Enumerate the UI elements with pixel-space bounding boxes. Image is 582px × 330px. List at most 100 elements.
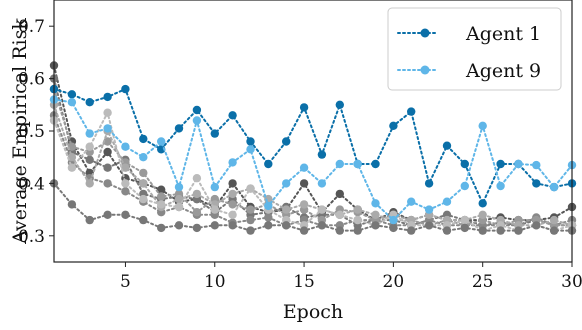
data-point-grey-8 [67,200,77,209]
data-point-agent-1 [228,111,237,120]
data-point-grey-7 [139,194,148,204]
data-point-grey-5 [139,168,148,178]
data-point-agent-1 [299,103,309,112]
data-point-grey-8 [103,210,112,219]
y-tick-label: 0.3 [18,227,45,247]
data-point-grey-8 [174,221,184,230]
x-tick-label: 25 [472,272,494,292]
data-point-grey-7 [192,174,202,183]
data-point-agent-9 [335,159,344,169]
data-point-grey-8 [549,226,559,235]
data-point-agent-9 [353,159,362,169]
data-point-grey-6 [371,210,380,219]
data-point-grey-8 [282,221,291,230]
data-point-grey-8 [139,215,148,225]
data-point-agent-9 [532,160,541,170]
x-tick-label: 15 [293,272,315,292]
data-point-agent-9 [210,182,219,192]
data-point-agent-9 [85,129,94,138]
legend-box [387,7,562,91]
data-point-grey-8 [157,223,166,233]
data-point-grey-4 [103,179,112,188]
data-point-agent-1 [246,137,255,146]
data-point-grey-6 [549,215,559,225]
data-point-grey-8 [353,226,362,235]
data-point-grey-6 [174,194,184,204]
data-point-grey-8 [389,223,398,233]
data-point-grey-7 [85,142,94,151]
data-point-grey-8 [246,226,255,235]
data-point-grey-2 [335,189,344,199]
data-point-grey-6 [282,205,291,214]
legend-marker-agent-1 [420,28,430,38]
data-point-grey-5 [246,205,255,214]
data-point-grey-8 [496,226,505,235]
data-point-agent-9 [139,153,148,162]
data-point-grey-6 [121,163,130,172]
series-line-grey-3 [53,77,573,227]
y-tick-label: 0.4 [18,174,45,194]
series-line-agent-9 [53,98,573,222]
data-point-grey-8 [371,221,380,230]
data-point-grey-7 [210,205,219,214]
series-agent-1 [49,84,577,208]
data-point-agent-1 [532,179,541,188]
legend-marker-agent-9 [420,65,430,75]
data-point-agent-1 [121,84,130,94]
y-axis-label: Average Empirical Risk [9,18,31,245]
data-point-grey-6 [139,179,148,188]
y-tick-label: 0.6 [18,70,45,90]
data-point-grey-8 [478,226,487,235]
data-point-agent-9 [407,197,416,206]
data-point-grey-5 [157,192,166,201]
data-point-agent-1 [460,159,469,169]
data-point-agent-1 [192,105,202,115]
y-tick-label: 0.7 [18,17,45,37]
data-point-agent-9 [514,159,523,169]
series-grey-8 [49,179,577,235]
data-point-grey-6 [299,200,309,209]
data-point-agent-9 [103,124,112,133]
data-point-grey-7 [460,215,469,225]
x-tick-label: 10 [204,272,226,292]
data-point-grey-6 [67,153,77,162]
data-point-grey-5 [192,208,202,217]
data-point-agent-9 [157,137,166,146]
data-point-grey-3 [85,155,94,164]
data-point-agent-1 [478,199,487,208]
data-point-grey-8 [532,221,541,230]
data-point-grey-8 [264,221,273,230]
data-point-agent-1 [157,145,166,154]
data-point-agent-9 [67,98,77,107]
ticks-layer: 5 10 15 20 25 30 0.3 0.4 0.5 0.6 0.7 [18,17,582,292]
data-point-agent-1 [442,141,452,150]
data-point-agent-9 [371,199,380,208]
x-tick-label: 30 [561,272,582,292]
series-agent-9 [49,95,577,225]
data-point-agent-1 [85,98,94,107]
data-point-agent-1 [496,159,505,169]
data-point-grey-6 [192,189,202,199]
data-point-grey-8 [424,221,434,230]
legend: Agent 1 Agent 9 [387,7,562,91]
data-point-grey-5 [103,137,112,146]
data-point-grey-8 [407,226,416,235]
legend-label-agent-9: Agent 9 [465,60,541,82]
data-point-grey-7 [174,202,184,212]
data-point-agent-1 [174,124,184,133]
data-point-grey-7 [67,163,77,172]
data-point-grey-7 [353,215,362,225]
data-point-grey-7 [121,179,130,188]
data-point-grey-8 [121,210,130,219]
data-point-agent-9 [246,145,255,154]
series-line-grey-5 [53,88,573,227]
series-layer [49,61,577,235]
data-point-grey-2 [299,179,309,188]
data-point-agent-9 [389,215,398,225]
x-tick-label: 5 [120,272,131,292]
data-point-grey-2 [228,179,237,188]
data-point-agent-1 [407,107,416,116]
data-point-agent-1 [317,150,327,159]
